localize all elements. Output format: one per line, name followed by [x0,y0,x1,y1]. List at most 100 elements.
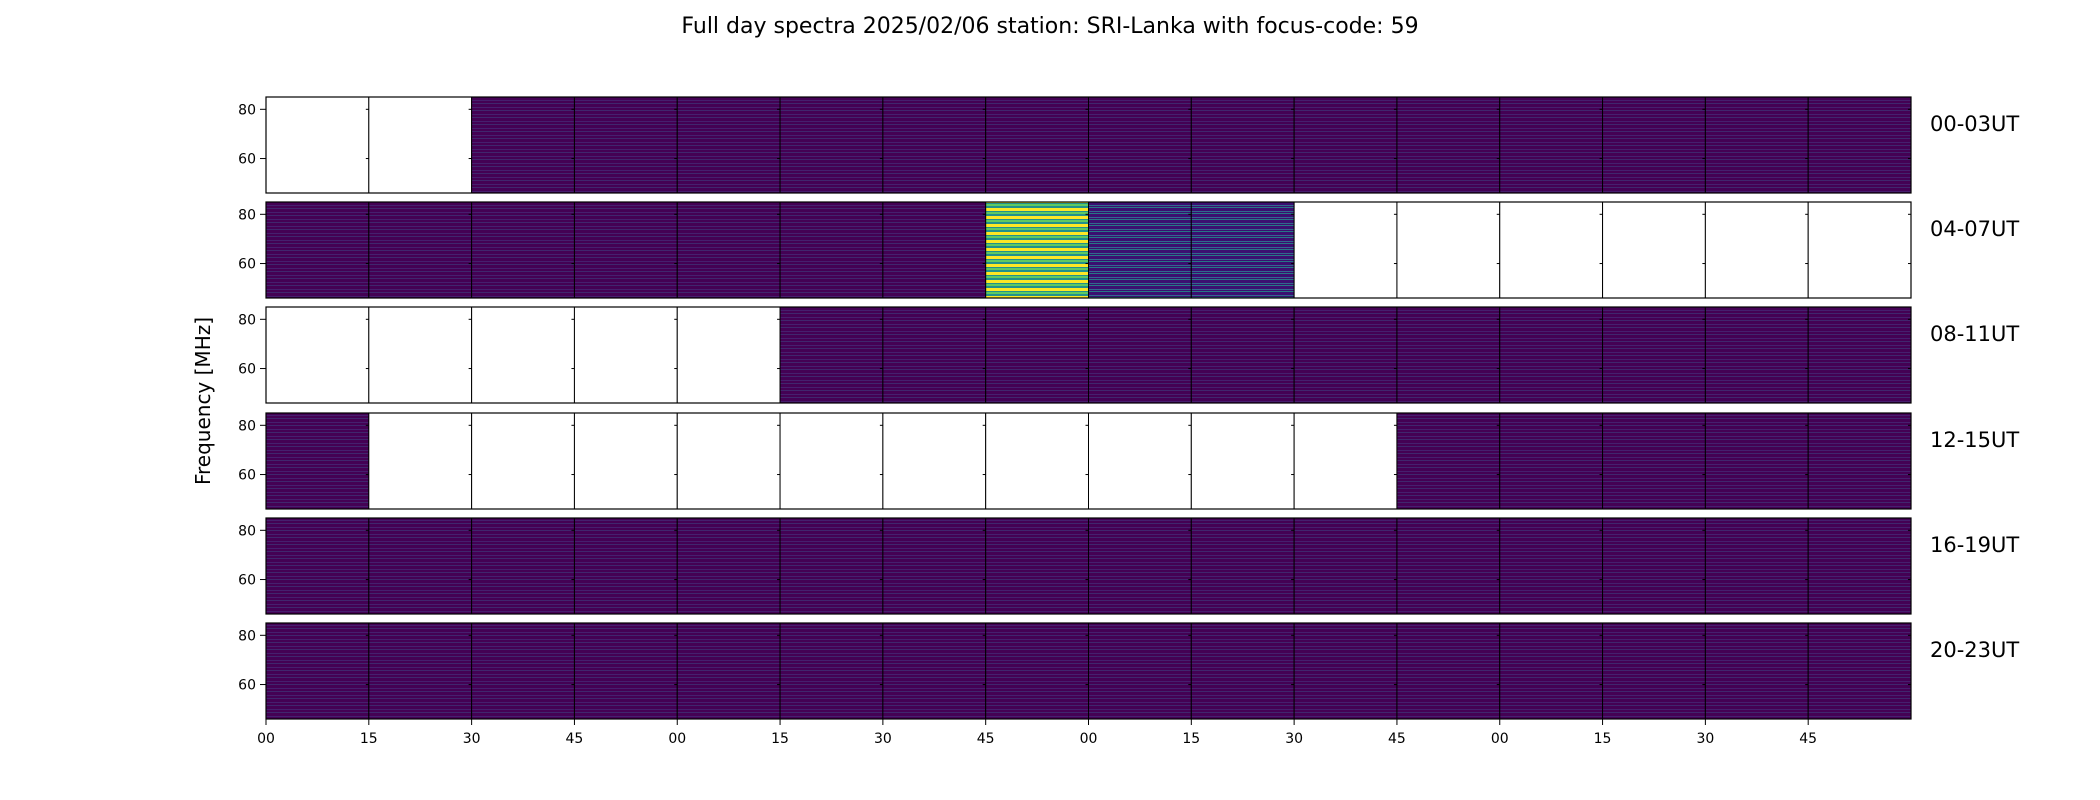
spectrum-block [573,622,678,720]
spectrum-block [573,96,678,194]
spectrum-block [985,306,1089,404]
spectrum-block [985,96,1089,194]
x-tick-label: 15 [360,731,378,747]
spectrum-block [1807,517,1912,615]
spectrum-block [1807,622,1912,720]
spectrum-block [573,517,678,615]
row-frame [265,517,1912,615]
y-tick-label: 80 [238,312,256,328]
x-tick-label: 00 [668,731,686,747]
spectrum-block [265,622,370,720]
spectrum-block-empty [368,306,473,404]
spectrum-block [676,622,781,720]
row-label: 00-03UT [1930,112,2019,136]
y-tick-label: 80 [238,418,256,434]
spectrum-block [265,201,370,299]
y-tick-label: 80 [238,102,256,118]
spectrum-block [1499,622,1604,720]
spectrum-block [779,517,884,615]
spectrum-block [1190,201,1295,299]
spectrum-block [1293,306,1398,404]
spectrum-block-empty [1190,412,1295,510]
spectrum-block [676,517,781,615]
spectrum-block-empty [1293,412,1398,510]
y-tick-label: 60 [238,468,256,484]
spectrum-block [1602,412,1706,510]
spectrum-block [1499,517,1604,615]
spectra-row: 60 80 00-03UT [238,96,2019,194]
spectra-row: 60 80 20-23UT [238,622,2019,720]
spectrum-block [985,517,1089,615]
spectrum-block [1704,306,1809,404]
spectrum-block [1396,517,1501,615]
y-tick-label: 80 [238,628,256,644]
spectrum-block-empty [573,306,678,404]
spectrum-block [573,201,678,299]
x-tick-label: 45 [977,731,995,747]
spectrum-block [882,96,987,194]
y-tick-label: 80 [238,207,256,223]
spectrum-block [1499,306,1604,404]
spectrum-block-empty [779,412,884,510]
spectrum-block [1293,622,1398,720]
spectrum-block [882,201,987,299]
spectra-row: 60 80 08-11UT [238,306,2019,404]
spectrum-block [882,622,987,720]
spectrum-block [1807,96,1912,194]
spectrum-block-empty [1807,201,1912,299]
spectrum-block-empty [1704,201,1809,299]
spectrum-block [1807,412,1912,510]
x-tick-label: 30 [1696,731,1714,747]
chart-title: Full day spectra 2025/02/06 station: SRI… [681,14,1418,39]
spectrum-block [1190,306,1295,404]
spectrum-block [1704,622,1809,720]
spectrum-block [779,201,884,299]
y-tick-label: 80 [238,523,256,539]
x-tick-label: 00 [1080,731,1098,747]
spectrum-block [985,201,1089,299]
spectrum-block [471,201,575,299]
spectrum-block [1293,517,1398,615]
spectrum-block [1396,306,1501,404]
x-tick-label: 00 [1491,731,1509,747]
spectrum-block [1190,622,1295,720]
spectrum-block [1602,622,1706,720]
spectrum-block [368,622,473,720]
spectrum-block [1704,96,1809,194]
y-tick-label: 60 [238,257,256,273]
spectrum-block [1499,96,1604,194]
spectrum-block [779,96,884,194]
spectrum-block [1602,517,1706,615]
spectrum-block [779,622,884,720]
x-tick-label: 45 [1388,731,1406,747]
spectrum-block-empty [1396,201,1501,299]
spectrum-block [676,96,781,194]
spectrum-block [1602,96,1706,194]
spectrum-block [882,517,987,615]
spectra-row: 60 80 12-15UT [238,412,2019,510]
spectrum-block-empty [676,306,781,404]
spectrum-block [985,622,1089,720]
spectrum-block [1807,306,1912,404]
x-tick-label: 45 [566,731,584,747]
spectrum-block [676,201,781,299]
spectrum-block-empty [1499,201,1604,299]
spectrum-block [1088,622,1192,720]
spectrum-block [368,517,473,615]
spectrum-block-empty [368,412,473,510]
spectrum-block-empty [676,412,781,510]
spectrum-block-empty [265,96,370,194]
spectrum-block [1396,412,1501,510]
spectrum-block [882,306,987,404]
x-tick-label: 15 [771,731,789,747]
row-label: 20-23UT [1930,638,2019,662]
spectrum-block [1088,96,1192,194]
spectrum-block-empty [265,306,370,404]
spectrum-block [265,517,370,615]
spectrum-block [1190,96,1295,194]
y-tick-label: 60 [238,152,256,168]
spectrum-block-empty [368,96,473,194]
x-tick-label: 30 [874,731,892,747]
y-tick-label: 60 [238,573,256,589]
